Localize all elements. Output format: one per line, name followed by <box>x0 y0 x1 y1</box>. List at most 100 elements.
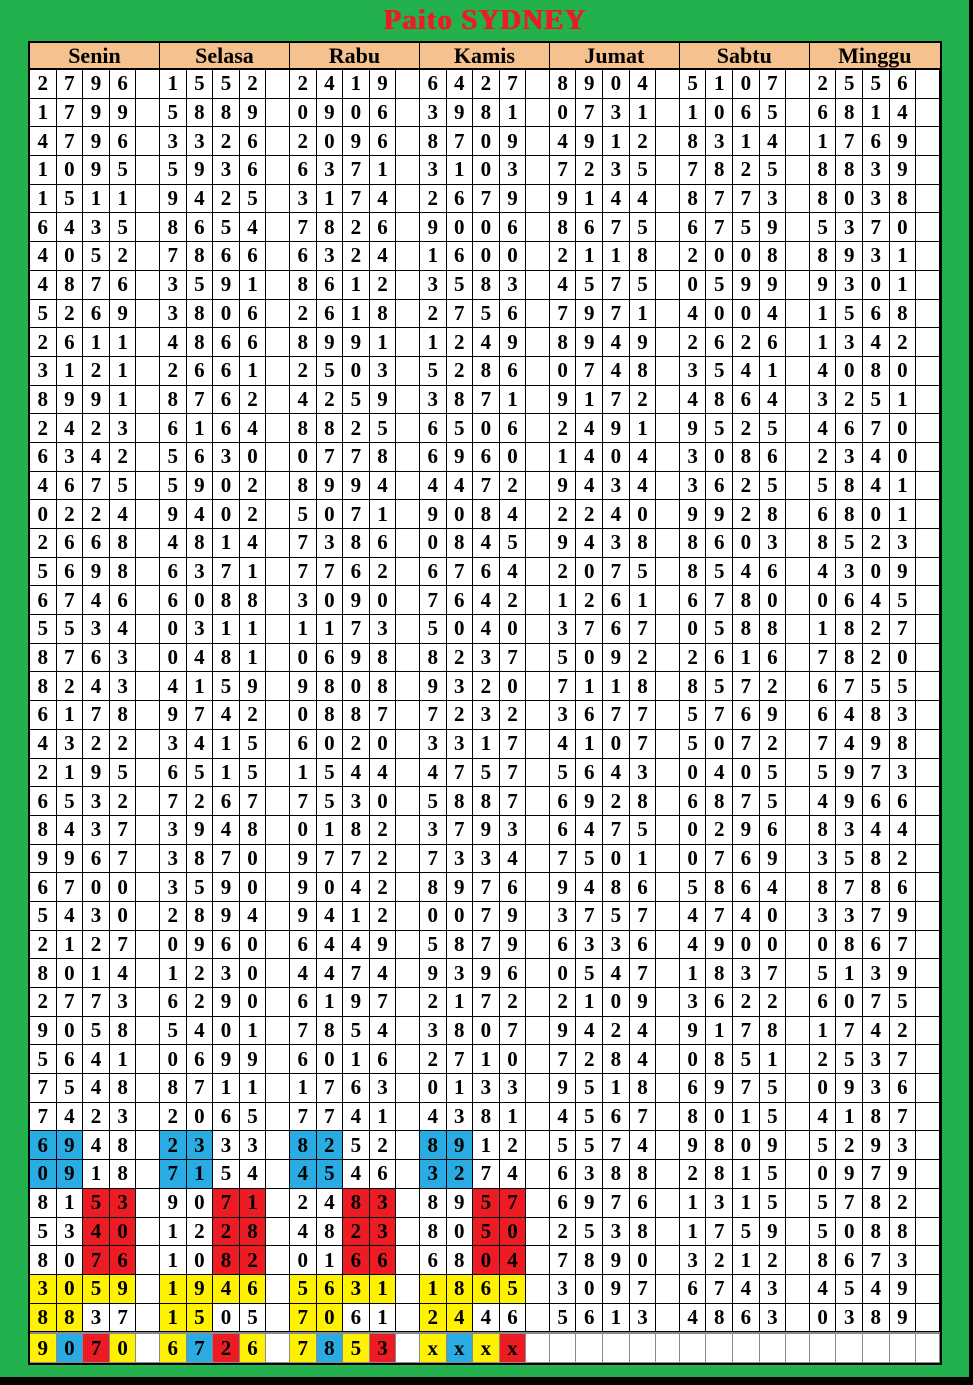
digit-cell: 4 <box>159 672 187 702</box>
digit-cell: 7 <box>733 1074 760 1103</box>
digit-cell: 3 <box>83 787 110 816</box>
digit-cell: 5 <box>239 758 267 788</box>
digit-cell: 1 <box>239 1074 267 1103</box>
group-spacer <box>136 1188 160 1218</box>
digit-cell: 2 <box>733 328 760 357</box>
digit-cell: 6 <box>889 787 917 816</box>
digit-cell: 6 <box>759 442 787 472</box>
digit-cell: 8 <box>109 1016 137 1046</box>
digit-cell: 2 <box>863 643 890 673</box>
digit-cell: 0 <box>809 1160 837 1189</box>
digit-cell: 5 <box>576 959 604 988</box>
group-spacer <box>526 385 550 415</box>
group-spacer <box>266 615 290 644</box>
digit-cell: 0 <box>576 643 604 673</box>
group-spacer <box>786 184 810 214</box>
digit-cell: 4 <box>679 930 707 960</box>
digit-cell: 7 <box>446 557 474 587</box>
group-spacer <box>396 156 420 185</box>
digit-cell: 6 <box>213 930 240 960</box>
digit-cell: 9 <box>56 1160 84 1189</box>
group-spacer <box>396 184 420 214</box>
digit-cell: 8 <box>603 1045 630 1075</box>
group-spacer <box>656 557 680 587</box>
digit-cell: 4 <box>499 557 527 587</box>
digit-cell: 8 <box>239 1217 267 1247</box>
digit-cell: 0 <box>629 1246 657 1275</box>
digit-cell: 3 <box>473 701 500 730</box>
digit-cell: 6 <box>706 471 734 501</box>
digit-cell: 5 <box>679 701 707 730</box>
digit-cell: 7 <box>213 557 240 587</box>
digit-cell: 8 <box>759 242 787 271</box>
digit-cell: 1 <box>446 988 474 1017</box>
digit-cell: 2 <box>343 1217 370 1247</box>
digit-cell: 2 <box>889 1016 917 1046</box>
group-spacer <box>136 270 160 300</box>
digit-cell: 0 <box>809 586 837 616</box>
group-spacer <box>526 1131 550 1161</box>
digit-cell: 4 <box>239 901 267 931</box>
digit-cell: 6 <box>56 328 84 357</box>
digit-cell: 0 <box>186 586 214 616</box>
group-spacer <box>656 242 680 271</box>
digit-cell: 1 <box>56 701 84 730</box>
group-spacer <box>266 471 290 501</box>
digit-cell: 8 <box>109 701 137 730</box>
digit-cell: 3 <box>213 959 240 988</box>
digit-cell: 9 <box>316 98 344 128</box>
digit-cell: 1 <box>343 70 370 99</box>
digit-cell: 5 <box>213 70 240 99</box>
digit-cell: 1 <box>213 729 240 759</box>
digit-cell: 7 <box>289 1016 317 1046</box>
digit-cell: 8 <box>446 787 474 816</box>
digit-cell: 5 <box>576 270 604 300</box>
digit-cell: 5 <box>809 1217 837 1247</box>
digit-cell: 7 <box>499 643 527 673</box>
digit-cell: 8 <box>186 901 214 931</box>
digit-cell: 5 <box>549 1303 577 1333</box>
group-spacer <box>786 643 810 673</box>
digit-cell: 1 <box>369 156 397 185</box>
digit-cell: 6 <box>733 385 760 415</box>
digit-cell: 4 <box>186 1016 214 1046</box>
digit-cell: 6 <box>213 356 240 386</box>
digit-cell: 3 <box>419 98 447 128</box>
digit-cell: 5 <box>109 471 137 501</box>
digit-cell: 0 <box>186 1246 214 1275</box>
digit-cell: 2 <box>213 184 240 214</box>
digit-cell: 6 <box>83 643 110 673</box>
digit-cell: 5 <box>239 729 267 759</box>
digit-cell: 9 <box>836 1160 863 1189</box>
digit-cell: 2 <box>733 988 760 1017</box>
digit-cell: 1 <box>419 242 447 271</box>
group-spacer <box>266 586 290 616</box>
digit-cell: 9 <box>343 988 370 1017</box>
digit-cell: 9 <box>83 70 110 99</box>
digit-cell: 4 <box>603 758 630 788</box>
digit-cell: 7 <box>603 299 630 329</box>
digit-cell: 8 <box>706 873 734 902</box>
digit-cell: 2 <box>679 328 707 357</box>
group-spacer <box>656 299 680 329</box>
group-spacer <box>266 1188 290 1218</box>
digit-cell: 0 <box>759 930 787 960</box>
digit-cell: 7 <box>316 442 344 472</box>
digit-cell: 1 <box>836 1102 863 1132</box>
group-spacer <box>396 356 420 386</box>
digit-cell: 4 <box>679 299 707 329</box>
digit-cell: 1 <box>499 385 527 415</box>
digit-cell: 8 <box>889 1217 917 1247</box>
digit-cell: 4 <box>629 471 657 501</box>
digit-cell: 4 <box>316 901 344 931</box>
digit-cell <box>733 1332 760 1363</box>
group-spacer <box>266 988 290 1017</box>
digit-cell: 8 <box>706 156 734 185</box>
digit-cell: 8 <box>419 643 447 673</box>
